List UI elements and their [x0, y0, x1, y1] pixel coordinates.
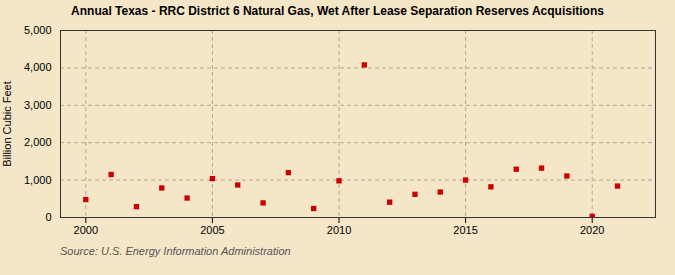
svg-text:2005: 2005	[200, 224, 224, 236]
html-text:Source: U.S. Energy Informatio: Source: U.S. Energy Information Administ…	[60, 245, 291, 257]
svg-text:2020: 2020	[580, 224, 604, 236]
svg-text:4,000: 4,000	[24, 61, 52, 73]
html-text:Annual Texas - RRC District 6: Annual Texas - RRC District 6 Natural Ga…	[71, 4, 604, 18]
svg-text:2015: 2015	[453, 224, 477, 236]
svg-text:2000: 2000	[74, 224, 98, 236]
svg-text:1,000: 1,000	[24, 174, 52, 186]
svg-text:5,000: 5,000	[24, 24, 52, 36]
svg-text:3,000: 3,000	[24, 99, 52, 111]
svg-text:2010: 2010	[327, 224, 351, 236]
svg-text:0: 0	[45, 211, 51, 223]
svg-text:Billion Cubic Feet: Billion Cubic Feet	[1, 81, 13, 167]
svg-text:2,000: 2,000	[24, 136, 52, 148]
